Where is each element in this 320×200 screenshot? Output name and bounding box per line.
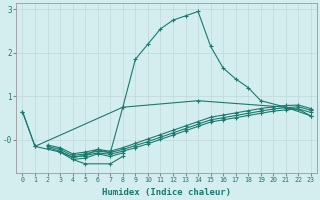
- X-axis label: Humidex (Indice chaleur): Humidex (Indice chaleur): [102, 188, 231, 197]
